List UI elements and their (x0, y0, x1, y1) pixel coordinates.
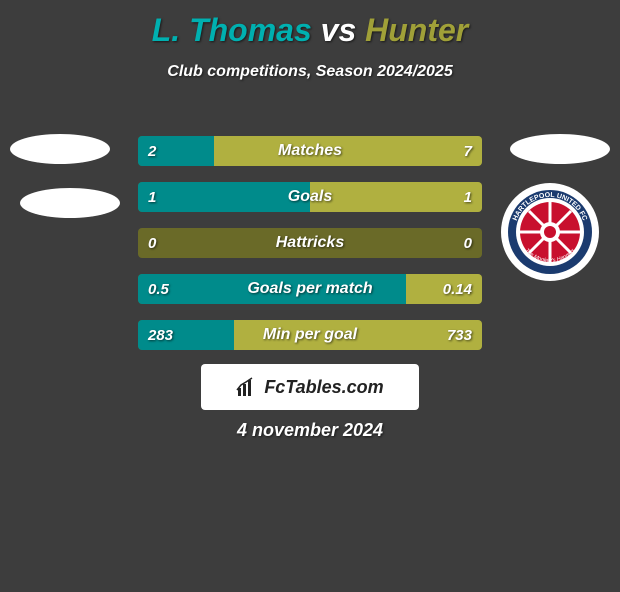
bar-right-fill (406, 274, 482, 304)
bar-right-fill (214, 136, 482, 166)
stat-row: 0.50.14Goals per match (138, 274, 482, 304)
stat-value-left: 0 (148, 228, 156, 258)
club-crest: HARTLEPOOL UNITED FC The Monkey's Hanger… (500, 182, 600, 282)
bar-right-fill (234, 320, 482, 350)
vs-label: vs (321, 12, 357, 48)
bar-left-fill (138, 136, 214, 166)
chart-icon (236, 376, 258, 398)
stat-row: 0 0Hattricks (138, 228, 482, 258)
stat-value-right: 0 (464, 228, 472, 258)
bar-right-fill (310, 182, 482, 212)
player1-badge-2 (20, 188, 120, 218)
date: 4 november 2024 (0, 420, 620, 441)
stat-bars: 27Matches 11Goals 0 0Hattricks 0.50.14Goals … (138, 136, 482, 366)
comparison-title: L. Thomas vs Hunter (0, 12, 620, 49)
stat-row: 283733Min per goal (138, 320, 482, 350)
player2-name: Hunter (365, 12, 468, 48)
bar-left-fill (138, 182, 310, 212)
stat-label: Hattricks (138, 228, 482, 258)
bar-left-fill (138, 320, 234, 350)
subtitle: Club competitions, Season 2024/2025 (0, 63, 620, 81)
bar-left-fill (138, 274, 406, 304)
fctables-logo: FcTables.com (201, 364, 419, 410)
player2-badge-top (510, 134, 610, 164)
player1-name: L. Thomas (152, 12, 312, 48)
logo-text: FcTables.com (264, 377, 383, 398)
player1-badge (10, 134, 110, 164)
stat-row: 27Matches (138, 136, 482, 166)
stat-row: 11Goals (138, 182, 482, 212)
